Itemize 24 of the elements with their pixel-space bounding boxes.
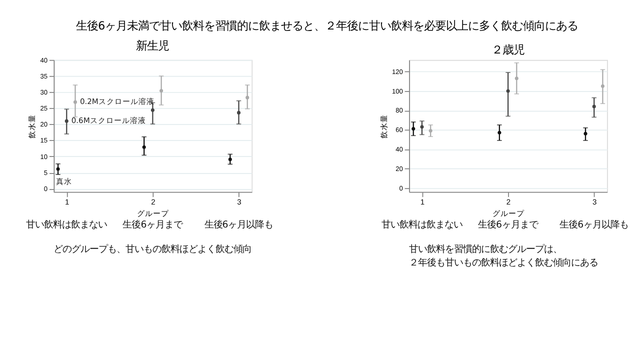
chart-subtitle: ２歳児 — [492, 43, 525, 56]
x-tick-label: 2 — [151, 198, 156, 207]
chart-subtitle: 新生児 — [136, 40, 170, 53]
text: 生後6ヶ月まで — [478, 220, 540, 231]
x-axis-title: グループ — [137, 208, 170, 218]
text: 生後6ヶ月以降も — [560, 220, 629, 231]
text: 甘い飲料は飲まない — [26, 220, 108, 231]
text: 生後6ヶ月まで — [122, 220, 184, 231]
text: 生後6ヶ月未満で甘い飲料を習慣的に飲ませると、２年後に甘い飲料を必要以上に多く飲む傾向にある — [76, 19, 578, 32]
text: 甘い飲料を習慣的に飲むグループは、２年後も甘いもの飲料ほどよく飲む傾向にある — [409, 244, 598, 268]
series-label: 0.2Mスクロール溶液 — [80, 96, 154, 106]
x-tick-label: 2 — [506, 198, 511, 207]
text: どのグループも、甘いもの飲料ほどよく飲む傾向 — [54, 244, 252, 256]
y-axis-title: 飲水量 — [28, 114, 37, 138]
x-axis-title: グループ — [492, 208, 526, 218]
x-tick-label: 1 — [420, 198, 425, 207]
series-label: 0.6Mスクロール溶液 — [71, 116, 146, 125]
text: 甘い飲料は飲まない — [381, 220, 462, 231]
y-axis-title: 飲水量 — [379, 114, 388, 138]
series-label: 真水 — [56, 177, 72, 186]
x-tick-label: 3 — [592, 198, 597, 207]
x-tick-label: 1 — [65, 198, 70, 207]
text: 生後6ヶ月以降も — [204, 220, 274, 231]
x-tick-label: 3 — [237, 198, 242, 207]
